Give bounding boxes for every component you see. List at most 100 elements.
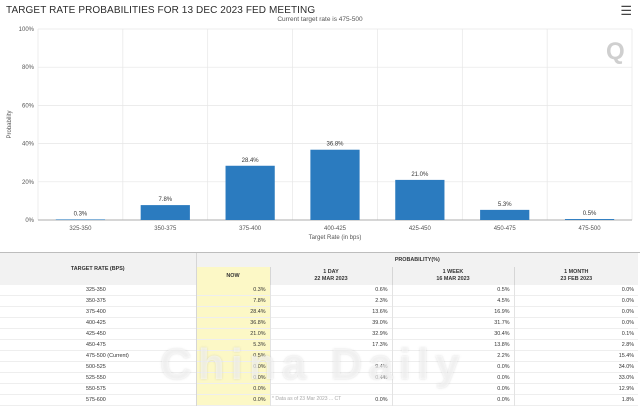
probability-cell [269,383,392,395]
probability-cell: 2.2% [391,350,514,362]
probability-cell: 0.5% [195,350,270,362]
bar-value-label: 5.3% [498,202,512,208]
hamburger-menu-icon[interactable]: ☰ [620,3,632,18]
column-header-label: 1 MONTH [564,269,589,275]
y-tick-label: 20% [22,180,35,186]
chart-title: TARGET RATE PROBABILITIES FOR 13 DEC 202… [6,5,316,16]
target-rate-cell: 350-375 [0,295,197,307]
probability-cell: 2.3% [269,295,392,307]
table-row: 375-400 28.4% 13.6% 16.9% 0.0% [0,306,639,318]
y-tick-label: 40% [22,142,35,148]
probability-cell: 13.6% [269,306,392,318]
bar [55,219,106,221]
x-tick-label: 325-350 [69,226,92,232]
bar [140,205,190,220]
probability-cell: 0.0% [513,295,639,307]
bar-value-label: 36.8% [326,142,344,148]
probability-bar-chart: 0% 20% 40% 60% 80% 100% 0.3% 325-350 7.8% 350-375… [7,27,633,241]
probability-cell: 0.5% [391,285,514,296]
target-rate-header: TARGET RATE (BPS) [0,253,197,285]
column-header-1: 1 DAY 22 MAR 2023 [269,267,392,285]
x-tick-label: 350-375 [154,226,177,232]
watermark-logo: Q [606,38,625,65]
probability-cell: 21.0% [195,328,270,340]
probability-cell: 15.4% [513,350,639,362]
probability-cell: 1.8% [513,394,639,406]
probability-cell: 39.0% [269,317,392,329]
probability-cell: 0.0% [391,361,514,373]
column-header-label: NOW [226,272,240,279]
probability-cell: 33.0% [513,372,639,384]
column-header-2: 1 WEEK 16 MAR 2023 [391,267,514,285]
probability-cell: 0.6% [269,285,392,296]
probability-cell: 16.9% [391,306,514,318]
bar-value-label: 7.8% [158,197,172,203]
probability-cell: 0.0% [513,285,639,296]
probability-cell: 36.8% [195,317,270,329]
probability-cell: 4.5% [391,295,514,307]
bar [480,209,530,220]
probability-cell: 9.4% [269,361,392,373]
column-header-date: 16 MAR 2023 [436,276,470,282]
target-rate-cell: 325-350 [0,285,197,296]
column-header-3: 1 MONTH 23 FEB 2023 [513,267,639,285]
probability-cell: 2.8% [513,339,639,351]
table-row: 575-600 0.0% 0.0% 0.0% 1.8% [0,394,639,406]
table-row: 525-550 0.0% 0.4% 0.0% 33.0% [0,372,639,384]
chart-subtitle: Current target rate is 475-500 [277,16,363,23]
bar-value-label: 0.5% [583,211,597,217]
y-axis-title: Probability [7,110,13,138]
probability-table-container: TARGET RATE (BPS) PROBABILITY(%) NOW 1 DA… [0,252,640,407]
column-header-0: NOW [195,267,270,285]
probability-cell: 30.4% [391,328,514,340]
x-tick-label: 450-475 [494,226,517,232]
probability-cell: 32.9% [269,328,392,340]
probability-cell [269,350,392,362]
probability-cell: 5.3% [195,339,270,351]
target-rate-cell: 400-425 [0,317,197,329]
target-rate-cell: 425-450 [0,328,197,340]
table-row: 550-575 0.0% 0.0% 12.9% [0,383,639,395]
probability-cell: 0.0% [513,306,639,318]
probability-cell: 0.3% [195,285,270,296]
probability-cell: 17.3% [269,339,392,351]
y-tick-label: 80% [22,65,35,71]
probability-cell: 12.9% [513,383,639,395]
probability-cell: 0.0% [195,361,270,373]
probability-cell: 34.0% [513,361,639,373]
table-row: 325-350 0.3% 0.6% 0.5% 0.0% [0,285,639,296]
probability-cell: 0.0% [195,372,270,384]
probability-cell: 0.4% [269,372,392,384]
table-row: 350-375 7.8% 2.3% 4.5% 0.0% [0,295,639,307]
table-body: 325-350 0.3% 0.6% 0.5% 0.0% 350-375 7.8% 2.3% 4.… [0,285,639,406]
probability-cell: 0.0% [195,394,270,406]
table-row: 425-450 21.0% 32.9% 30.4% 0.1% [0,328,639,340]
column-header-date: 22 MAR 2023 [314,276,348,282]
target-rate-cell: 375-400 [0,306,197,318]
bar [225,165,275,220]
bar-value-label: 0.3% [74,211,88,217]
column-header-label: 1 DAY [323,269,339,275]
probability-cell: 31.7% [391,317,514,329]
column-header-date: 23 FEB 2023 [560,276,593,282]
probability-cell: 0.0% [195,383,270,395]
y-tick-label: 60% [22,103,35,109]
x-tick-label: 475-500 [579,226,602,232]
bar-value-label: 21.0% [411,172,429,178]
y-tick-label: 0% [25,218,34,224]
probability-cell: 0.0% [391,372,514,384]
probability-cell: 7.8% [195,295,270,307]
bar [395,179,445,220]
target-rate-cell: 575-600 [0,394,197,406]
probability-cell: 28.4% [195,306,270,318]
data-footnote: * Data as of 23 Mar 2023 ... CT [272,396,342,402]
x-axis-title: Target Rate (in bps) [309,235,362,241]
column-header-row: NOW 1 DAY 22 MAR 2023 1 WEEK 16 MAR 2023 1 MO… [0,267,639,285]
bar-value-label: 28.4% [242,158,260,164]
watermark-overlay-text: China Daily [160,340,466,389]
probability-cell: 0.0% [391,394,514,406]
probability-cell: 0.1% [513,328,639,340]
probability-cell: 0.0% [269,394,392,406]
probability-cell: 0.0% [391,383,514,395]
y-tick-label: 100% [19,27,35,33]
